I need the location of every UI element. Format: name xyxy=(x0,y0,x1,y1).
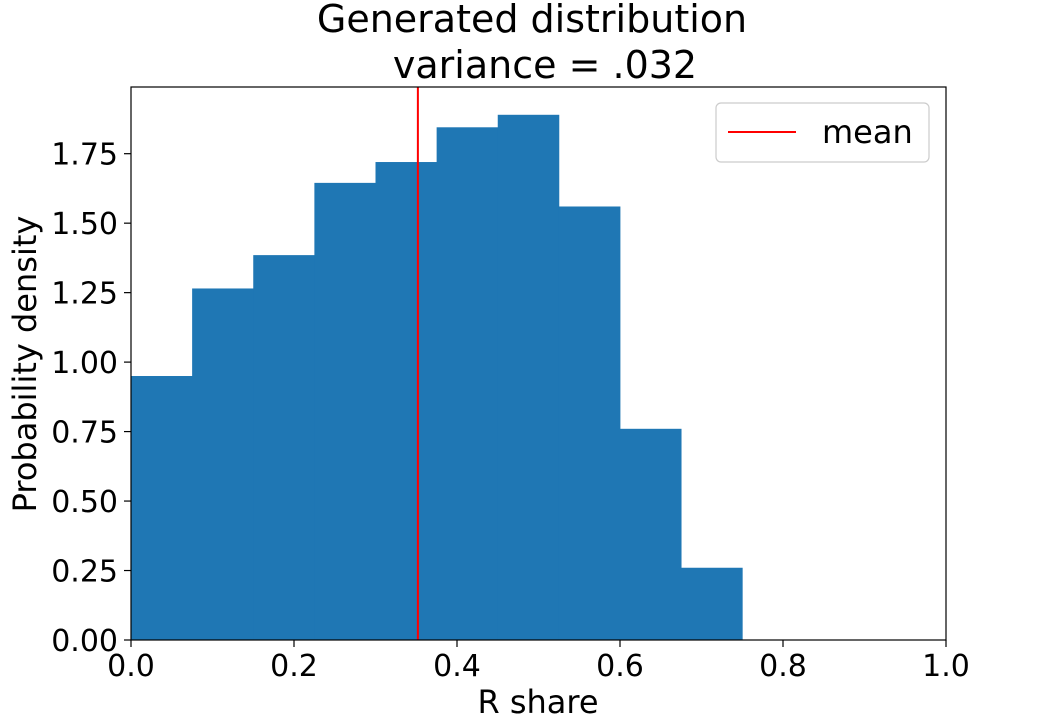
y-tick-label: 1.75 xyxy=(51,138,118,173)
y-tick-label: 0.00 xyxy=(51,624,118,659)
y-tick-label: 1.00 xyxy=(51,346,118,381)
histogram-bar xyxy=(497,114,560,641)
y-tick-label: 1.50 xyxy=(51,207,118,242)
y-axis-label: Probability density xyxy=(6,216,44,513)
legend: mean xyxy=(715,102,930,163)
histogram-bar xyxy=(620,428,682,640)
y-tick-label: 1.25 xyxy=(51,277,118,312)
histogram-bar xyxy=(192,288,254,640)
legend-box xyxy=(715,102,930,163)
x-axis-ticks: 0.0 0.2 0.4 0.6 0.8 1.0 xyxy=(107,640,970,684)
x-tick-label: 1.0 xyxy=(922,649,970,684)
y-tick-label: 0.25 xyxy=(51,555,118,590)
histogram-bar xyxy=(131,376,193,640)
histogram-bar xyxy=(558,206,621,641)
y-tick-label: 0.50 xyxy=(51,485,118,520)
histogram-bar xyxy=(436,127,499,641)
x-tick-label: 0.2 xyxy=(270,649,318,684)
plot-area-frame xyxy=(130,86,947,641)
histogram-bar xyxy=(681,567,743,640)
x-tick-label: 0.6 xyxy=(596,649,644,684)
x-tick-label: 0.4 xyxy=(433,649,481,684)
histogram-bar xyxy=(375,162,438,640)
y-axis-ticks: 0.00 0.25 0.50 0.75 1.00 1.25 1.50 1.75 xyxy=(51,138,131,659)
legend-mean-label: mean xyxy=(822,113,913,151)
y-tick-label: 0.75 xyxy=(51,416,118,451)
histogram-bar xyxy=(253,255,315,640)
x-tick-label: 0.0 xyxy=(107,649,155,684)
chart-title-line-2: variance = .032 xyxy=(393,43,697,87)
x-tick-label: 0.8 xyxy=(759,649,807,684)
histogram-bars xyxy=(131,114,743,641)
chart-title-line-1: Generated distribution xyxy=(317,0,747,41)
x-axis-label: R share xyxy=(477,683,598,719)
histogram-bar xyxy=(314,182,376,640)
